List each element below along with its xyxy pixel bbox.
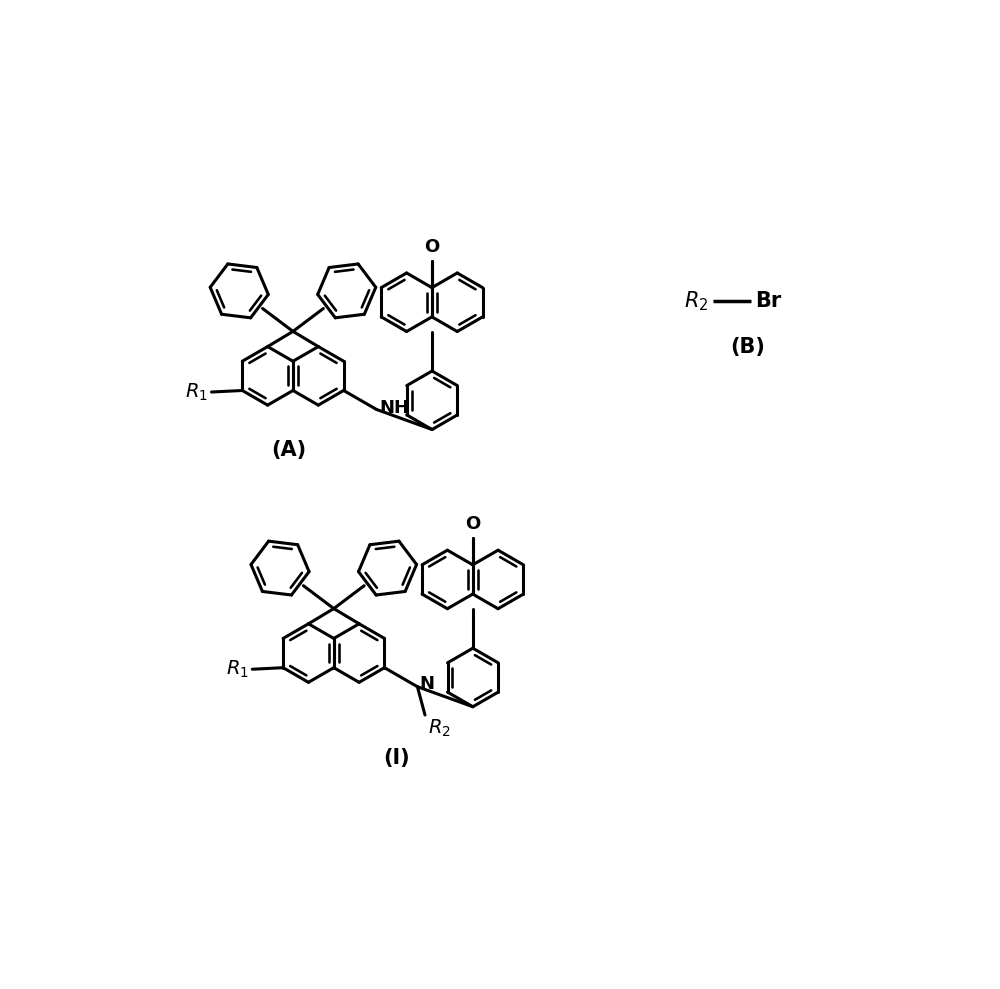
Text: Br: Br <box>755 291 781 312</box>
Text: $R_1$: $R_1$ <box>185 382 208 403</box>
Text: (I): (I) <box>384 748 410 767</box>
Text: $R_1$: $R_1$ <box>226 659 248 679</box>
Text: O: O <box>465 515 480 533</box>
Text: NH: NH <box>380 399 410 417</box>
Text: $R_2$: $R_2$ <box>684 290 709 313</box>
Text: (A): (A) <box>272 440 307 460</box>
Text: N: N <box>420 674 435 692</box>
Text: (B): (B) <box>730 337 765 357</box>
Text: O: O <box>424 238 440 256</box>
Text: $R_2$: $R_2$ <box>428 718 451 740</box>
